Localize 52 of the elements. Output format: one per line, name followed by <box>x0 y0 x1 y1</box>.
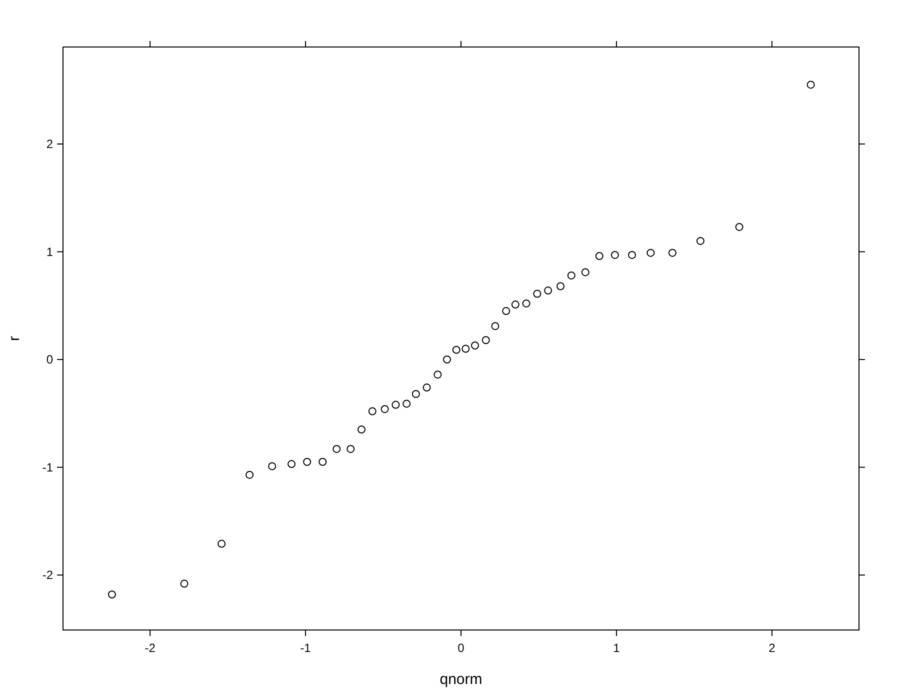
point <box>288 460 296 468</box>
point <box>491 322 500 330</box>
point <box>346 444 355 453</box>
point <box>735 222 744 231</box>
y-tick-label: 2 <box>46 137 54 152</box>
point <box>318 458 327 466</box>
point <box>358 426 366 434</box>
point <box>806 80 815 89</box>
point <box>628 250 636 259</box>
x-tick-label: 2 <box>768 641 776 655</box>
point <box>696 236 704 245</box>
point <box>180 580 188 588</box>
point <box>422 384 431 392</box>
point <box>511 300 520 309</box>
point <box>502 307 510 316</box>
x-tick-label: -1 <box>300 641 312 655</box>
x-tick-label: -2 <box>144 641 156 655</box>
point <box>380 405 389 414</box>
point <box>368 407 376 416</box>
point <box>470 342 479 350</box>
point <box>646 248 655 257</box>
point <box>434 370 442 379</box>
y-tick-label: -2 <box>42 568 54 582</box>
point <box>556 282 564 290</box>
x-tick-label: 1 <box>613 641 620 655</box>
point <box>268 462 276 470</box>
y-tick-label: 1 <box>46 244 54 259</box>
point <box>443 356 452 364</box>
y-tick-label: -1 <box>42 460 54 474</box>
point <box>482 336 490 344</box>
point <box>533 290 542 298</box>
point <box>452 346 460 354</box>
point <box>567 271 576 280</box>
point <box>581 268 590 276</box>
point <box>402 400 411 408</box>
point <box>332 444 341 453</box>
y-tick-label: 0 <box>46 352 54 367</box>
point <box>595 252 604 260</box>
y-axis-title: r <box>6 336 23 341</box>
point <box>108 590 116 598</box>
point <box>610 250 619 259</box>
x-axis-title: qnorm <box>440 671 482 688</box>
x-tick-label: 0 <box>458 641 465 655</box>
point <box>544 286 552 295</box>
point <box>522 299 530 308</box>
point <box>462 344 470 353</box>
point <box>412 390 420 398</box>
point <box>218 540 226 548</box>
point <box>392 400 400 409</box>
point <box>246 470 254 479</box>
point <box>303 458 312 466</box>
point <box>668 248 676 257</box>
